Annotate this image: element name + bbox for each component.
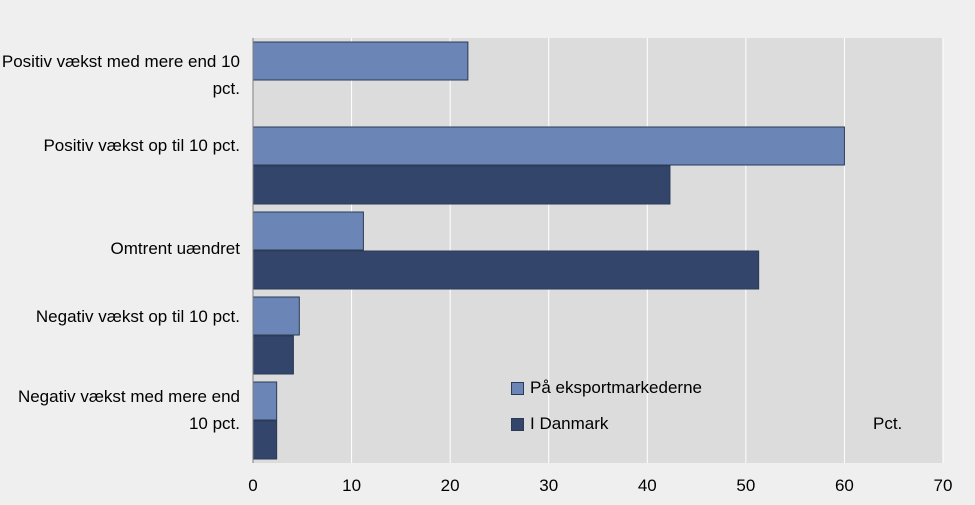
legend-item-denmark: I Danmark xyxy=(511,414,608,434)
bar-denmark-1 xyxy=(252,165,671,205)
bar-denmark-4 xyxy=(252,420,278,460)
legend-label-denmark: I Danmark xyxy=(530,414,609,433)
x-tick-label-0: 0 xyxy=(248,476,257,495)
legend-label-export: På eksportmarkederne xyxy=(530,378,702,397)
category-label-2: Omtrent uændret xyxy=(110,239,240,258)
x-tick-label-40: 40 xyxy=(638,476,657,495)
x-tick-label-60: 60 xyxy=(835,476,854,495)
bar-export-4 xyxy=(252,381,278,421)
x-tick-label-50: 50 xyxy=(736,476,755,495)
bar-denmark-2 xyxy=(252,250,760,290)
bar-export-2 xyxy=(252,211,364,251)
bar-export-1 xyxy=(252,126,845,166)
category-label-0: Positiv vækst med mere end 10 pct. xyxy=(1,52,240,98)
category-label-1: Positiv vækst op til 10 pct. xyxy=(43,136,240,155)
category-label-3: Negativ vækst op til 10 pct. xyxy=(35,307,240,326)
bar-export-0 xyxy=(252,41,469,81)
legend-swatch-export xyxy=(511,381,524,395)
bar-export-3 xyxy=(252,296,300,336)
x-tick-label-10: 10 xyxy=(342,476,361,495)
unit-label: Pct. xyxy=(873,414,903,433)
x-tick-label-70: 70 xyxy=(934,476,953,495)
legend-item-export: På eksportmarkederne xyxy=(511,378,702,398)
x-tick-label-30: 30 xyxy=(539,476,558,495)
x-tick-label-20: 20 xyxy=(441,476,460,495)
category-label-4: Negativ vækst med mere end 10 pct. xyxy=(17,387,240,433)
legend-swatch-denmark xyxy=(511,417,524,431)
bar-denmark-3 xyxy=(252,335,294,375)
